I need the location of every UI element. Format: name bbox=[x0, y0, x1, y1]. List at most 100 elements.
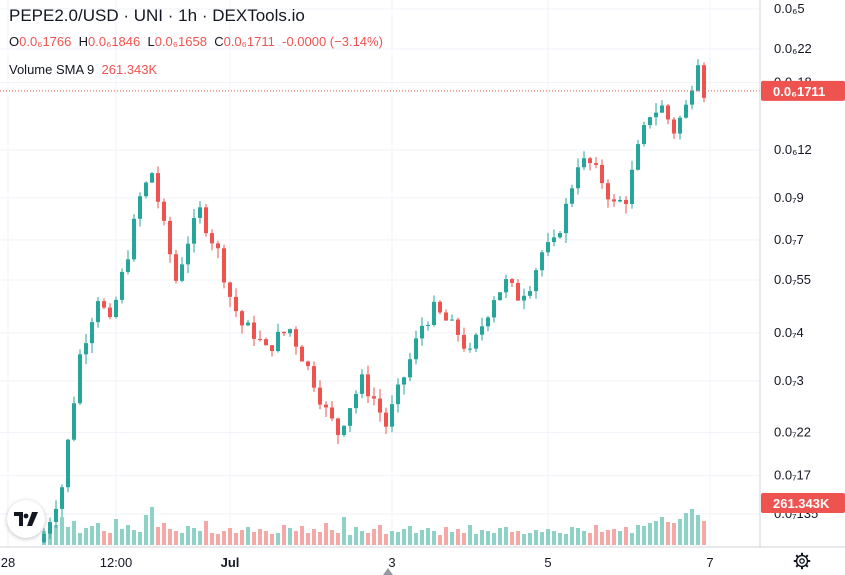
candle bbox=[168, 216, 172, 263]
volume-bar bbox=[324, 523, 328, 545]
volume-bar bbox=[96, 523, 100, 545]
volume-indicator-value: 261.343K bbox=[101, 62, 158, 77]
volume-bar bbox=[102, 531, 106, 545]
candle bbox=[636, 139, 640, 171]
volume-bar bbox=[684, 513, 688, 545]
candle bbox=[216, 240, 220, 259]
candle bbox=[510, 278, 514, 288]
tradingview-logo-icon[interactable] bbox=[7, 500, 45, 538]
volume-bar bbox=[48, 534, 52, 545]
candle bbox=[396, 378, 400, 413]
ohlc-legend: O0.0₆1766 H0.0₆1846 L0.0₆1658 C0.0₆1711 … bbox=[9, 34, 383, 49]
candle bbox=[300, 345, 304, 362]
volume-bar bbox=[594, 525, 598, 545]
volume-bar bbox=[366, 533, 370, 545]
candle bbox=[600, 159, 604, 189]
candle bbox=[288, 328, 292, 337]
candle bbox=[660, 100, 664, 114]
volume-bar bbox=[288, 528, 292, 545]
candle bbox=[516, 279, 520, 301]
volume-bar bbox=[606, 530, 610, 545]
volume-bar bbox=[240, 530, 244, 545]
volume-bar bbox=[636, 525, 640, 545]
candle bbox=[72, 396, 76, 442]
volume-bar bbox=[414, 533, 418, 545]
volume-bar bbox=[228, 528, 232, 545]
y-tick-label: 0.0₇9 bbox=[774, 190, 804, 205]
candle bbox=[312, 361, 316, 392]
volume-bar bbox=[66, 527, 70, 545]
volume-bar bbox=[546, 529, 550, 545]
volume-bar bbox=[78, 533, 82, 545]
volume-bar bbox=[660, 517, 664, 545]
candle bbox=[576, 158, 580, 195]
candle bbox=[702, 62, 706, 103]
volume-bar bbox=[420, 530, 424, 545]
y-tick-label: 0.0₆12 bbox=[774, 142, 812, 157]
volume-bar bbox=[372, 529, 376, 545]
volume-bar bbox=[522, 534, 526, 545]
grid bbox=[0, 0, 760, 547]
volume-bar bbox=[192, 528, 196, 545]
candle bbox=[384, 407, 388, 434]
volume-bar bbox=[582, 531, 586, 545]
volume-bar bbox=[534, 530, 538, 545]
volume-bar bbox=[282, 525, 286, 545]
candle bbox=[480, 317, 484, 341]
scroll-marker-icon[interactable] bbox=[383, 568, 393, 575]
gear-shape bbox=[793, 552, 811, 570]
volume-bar bbox=[198, 531, 202, 545]
candle bbox=[354, 390, 358, 414]
candle bbox=[504, 274, 508, 298]
volume-bar bbox=[702, 521, 706, 545]
candle bbox=[408, 352, 412, 382]
volume-bar bbox=[384, 534, 388, 545]
candle bbox=[696, 59, 700, 92]
open-value: 0.0₆1766 bbox=[19, 34, 72, 49]
candle bbox=[678, 115, 682, 140]
candle bbox=[528, 285, 532, 299]
candle bbox=[462, 327, 466, 352]
candle bbox=[372, 387, 376, 406]
volume-bar bbox=[138, 532, 142, 545]
symbol-label[interactable]: PEPE2.0/USD bbox=[9, 6, 119, 25]
candle bbox=[180, 257, 184, 283]
volume-bar bbox=[672, 523, 676, 545]
time-axis[interactable]: 28 12:00 Jul 3 5 7 bbox=[1, 555, 714, 570]
volume-bar bbox=[654, 521, 658, 545]
candle bbox=[414, 330, 418, 365]
candle bbox=[420, 317, 424, 346]
volume-bar bbox=[348, 535, 352, 545]
volume-bar bbox=[558, 533, 562, 545]
volume-bar bbox=[408, 526, 412, 545]
volume-bar bbox=[168, 529, 172, 545]
candle bbox=[582, 151, 586, 171]
settings-gear-icon[interactable] bbox=[786, 548, 818, 574]
volume-bar bbox=[378, 525, 382, 545]
volume-bar bbox=[432, 531, 436, 545]
candle bbox=[270, 344, 274, 357]
last-price-tag bbox=[761, 80, 845, 101]
volume-bar bbox=[528, 533, 532, 545]
volume-tag bbox=[761, 493, 845, 513]
y-tick-label: 0.0₇17 bbox=[774, 468, 811, 483]
candle bbox=[66, 438, 70, 493]
chart-title: PEPE2.0/USD · UNI · 1h · DEXTools.io bbox=[9, 6, 305, 26]
candle bbox=[690, 85, 694, 110]
volume-bar bbox=[246, 527, 250, 545]
candle bbox=[642, 121, 646, 147]
candle bbox=[78, 349, 82, 406]
candle bbox=[120, 268, 124, 304]
title-separator: · bbox=[123, 6, 130, 25]
tv-mark bbox=[14, 512, 38, 526]
open-label: O bbox=[9, 34, 20, 49]
candle bbox=[564, 197, 568, 244]
volume-bar bbox=[264, 531, 268, 545]
volume-legend[interactable]: Volume SMA 9 261.343K bbox=[9, 62, 157, 77]
volume-bar bbox=[456, 529, 460, 545]
candle bbox=[624, 196, 628, 214]
candle bbox=[426, 321, 430, 331]
volume-bar bbox=[318, 532, 322, 545]
interval-label[interactable]: 1h bbox=[178, 6, 198, 25]
